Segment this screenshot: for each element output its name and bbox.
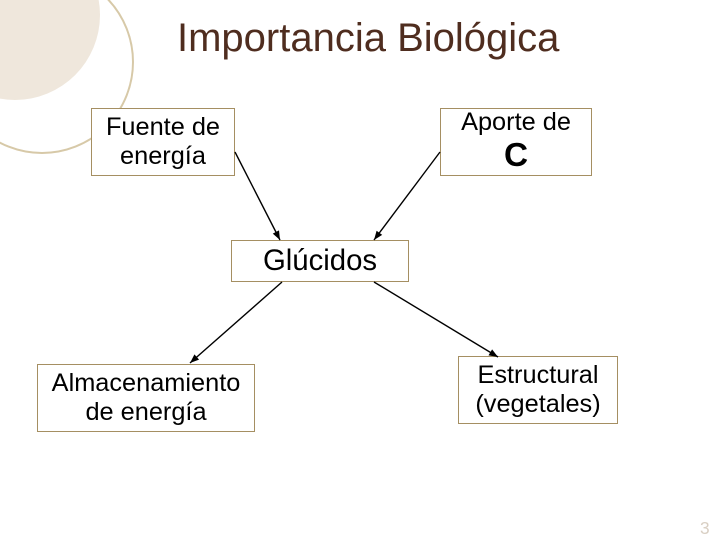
node-label: Fuente deenergía	[106, 113, 220, 171]
node-glucidos: Glúcidos	[231, 240, 409, 282]
page-number: 3	[700, 518, 710, 539]
corner-fill	[0, 0, 100, 100]
page-title: Importancia Biológica	[177, 16, 559, 61]
node-almacenamiento: Almacenamientode energía	[37, 364, 255, 432]
node-label: Aporte de C	[461, 108, 571, 175]
node-label: Almacenamientode energía	[52, 369, 241, 427]
aporte-line1: Aporte de	[461, 108, 571, 136]
aporte-line2: C	[504, 137, 528, 174]
node-fuente-energia: Fuente deenergía	[91, 108, 235, 176]
node-estructural: Estructural(vegetales)	[458, 356, 618, 424]
node-label: Estructural(vegetales)	[475, 361, 600, 419]
node-label: Glúcidos	[263, 244, 377, 278]
node-aporte-c: Aporte de C	[440, 108, 592, 176]
